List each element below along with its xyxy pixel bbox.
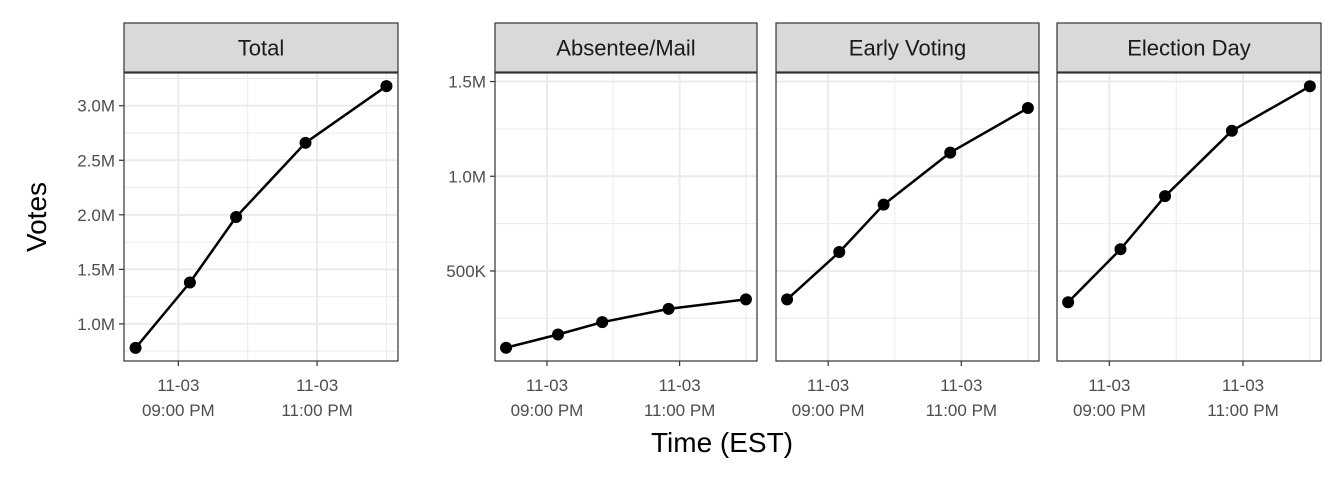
data-point xyxy=(739,293,752,306)
panel-2: Early Voting 11-03 09:00 PM 11-03 11:00 PM xyxy=(775,22,1040,420)
y-tick-label: 2.5M xyxy=(77,151,115,170)
y-tick-label: 3.0M xyxy=(77,97,115,116)
y-tick-label: 1.5M xyxy=(77,260,115,279)
x-tick-label: 11:00 PM xyxy=(644,401,716,420)
data-point xyxy=(129,341,142,354)
data-point xyxy=(1225,124,1238,137)
facet-strip xyxy=(1056,22,1322,73)
x-tick-label: 11-03 xyxy=(157,376,199,395)
y-tick-label: 1.0M xyxy=(77,315,115,334)
panel-background xyxy=(776,73,1039,361)
data-point xyxy=(1159,190,1172,203)
y-tick-label: 1.5M xyxy=(448,73,486,92)
chart-panels: Total 1.0M 1.5M 2.0M 2.5M 3.0M 11-03 09:00 PM 11… xyxy=(77,22,1322,420)
facet-strip xyxy=(775,22,1040,73)
y-axis-title: Votes xyxy=(21,182,52,252)
x-tick-label: 09:00 PM xyxy=(1073,401,1146,420)
panel-0: Total 1.0M 1.5M 2.0M 2.5M 3.0M 11-03 09:00 PM 11… xyxy=(77,22,399,420)
data-point xyxy=(1062,296,1075,309)
y-tick-label: 1.0M xyxy=(448,167,486,186)
x-tick-label: 09:00 PM xyxy=(511,401,584,420)
data-point xyxy=(781,293,794,306)
data-point xyxy=(944,146,957,159)
x-tick-label: 11-03 xyxy=(526,376,568,395)
y-tick-label: 500K xyxy=(446,262,486,281)
facet-strip xyxy=(123,22,399,73)
x-tick-label: 11:00 PM xyxy=(1207,401,1279,420)
panel-border xyxy=(494,72,758,362)
data-point xyxy=(1114,243,1127,256)
data-point xyxy=(299,136,312,149)
data-point xyxy=(230,211,243,223)
x-axis-title: Time (EST) xyxy=(651,427,793,458)
data-point xyxy=(877,198,890,211)
x-tick-label: 11-03 xyxy=(659,376,701,395)
x-tick-label: 11-03 xyxy=(1088,376,1130,395)
panel-background xyxy=(495,73,757,361)
data-point xyxy=(833,246,846,259)
panel-border xyxy=(775,72,1040,362)
panel-border xyxy=(123,72,399,362)
data-point xyxy=(380,80,393,93)
panel-background xyxy=(124,73,398,361)
x-tick-label: 11:00 PM xyxy=(281,401,353,420)
data-point xyxy=(552,328,565,341)
x-tick-label: 11:00 PM xyxy=(926,401,998,420)
x-tick-label: 11-03 xyxy=(296,376,338,395)
data-point xyxy=(662,302,675,315)
facet-strip xyxy=(494,22,758,73)
panel-border xyxy=(1056,72,1322,362)
x-tick-label: 11-03 xyxy=(940,376,982,395)
facet-strip-label: Total xyxy=(238,36,284,61)
panel-1: Absentee/Mail 500K 1.0M 1.5M 11-03 09:00 PM 11… xyxy=(446,22,758,420)
data-point xyxy=(596,316,609,329)
data-point xyxy=(183,276,196,289)
facet-strip-label: Election Day xyxy=(1127,36,1251,61)
x-tick-label: 09:00 PM xyxy=(792,401,865,420)
data-point xyxy=(500,341,513,354)
x-tick-label: 11-03 xyxy=(1222,376,1264,395)
panel-background xyxy=(1057,73,1321,361)
x-tick-label: 09:00 PM xyxy=(142,401,215,420)
y-tick-label: 2.0M xyxy=(77,206,115,225)
data-point xyxy=(1021,102,1034,115)
data-point xyxy=(1303,80,1316,93)
facet-strip-label: Absentee/Mail xyxy=(556,36,695,61)
x-tick-label: 11-03 xyxy=(807,376,849,395)
panel-3: Election Day 11-03 09:00 PM 11-03 11:00 PM xyxy=(1056,22,1322,420)
facet-strip-label: Early Voting xyxy=(849,36,966,61)
